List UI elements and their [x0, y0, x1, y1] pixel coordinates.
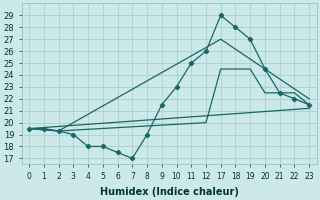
X-axis label: Humidex (Indice chaleur): Humidex (Indice chaleur) [100, 187, 239, 197]
